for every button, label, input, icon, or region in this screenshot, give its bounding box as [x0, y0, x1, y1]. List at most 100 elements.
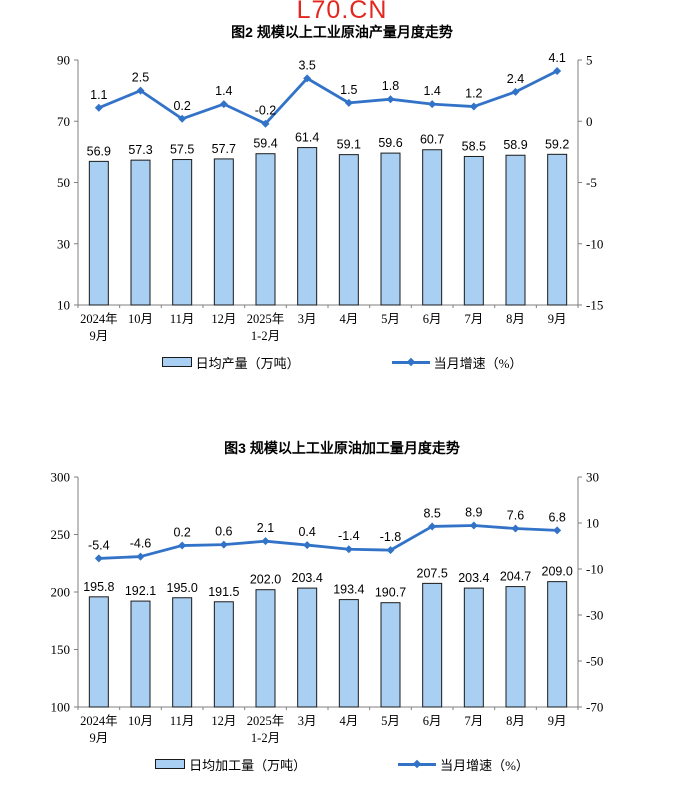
bar-value-label: 192.1	[125, 584, 156, 598]
line-point-marker	[303, 541, 312, 550]
left-axis-tick-label: 300	[51, 470, 71, 485]
line-point-marker	[178, 541, 187, 550]
figure2-legend-item-bar: 日均产量（万吨）	[161, 353, 300, 372]
x-category-label: 5月	[381, 312, 400, 326]
figure3-bar-legend-label: 日均加工量（万吨）	[189, 757, 307, 773]
line-point-marker	[261, 119, 270, 128]
x-category-label: 11月	[170, 714, 195, 728]
bar	[255, 153, 276, 306]
growth-line	[98, 524, 558, 560]
figure2-bar-legend-label: 日均产量（万吨）	[195, 355, 300, 371]
line-value-label: 0.2	[173, 526, 190, 540]
line-point-marker	[219, 100, 228, 109]
figure2-legend: 日均产量（万吨） 当月增速（%）	[0, 352, 684, 372]
figure3-legend: 日均加工量（万吨） 当月增速（%）	[0, 754, 684, 774]
line-value-label: -5.4	[88, 538, 110, 552]
x-category-label: 3月	[298, 714, 317, 728]
right-axis-tick-label: -10	[586, 236, 603, 251]
bar	[380, 602, 401, 708]
bar-value-label: 58.9	[503, 138, 527, 152]
left-axis-tick-label: 30	[57, 236, 70, 251]
bar	[297, 147, 318, 306]
x-category-label: 2025年	[247, 714, 285, 728]
x-category-label: 8月	[506, 714, 525, 728]
x-category-label: 10月	[128, 714, 153, 728]
line-point-marker	[511, 524, 520, 533]
figure3-line-legend-label: 当月增速（%）	[440, 757, 529, 773]
left-axis-tick-label: 150	[51, 642, 71, 657]
left-axis-tick-label: 10	[57, 298, 70, 313]
bar-value-label: 59.2	[545, 137, 569, 151]
bar	[255, 589, 276, 708]
x-category-label: 4月	[339, 312, 358, 326]
x-category-label: 11月	[170, 312, 195, 326]
x-category-label: 1-2月	[251, 731, 280, 745]
bar	[88, 160, 109, 306]
watermark: L70.CN	[296, 0, 388, 24]
line-value-label: 7.6	[507, 509, 524, 523]
bar	[338, 154, 359, 306]
bar	[380, 152, 401, 306]
x-category-label: 6月	[423, 312, 442, 326]
right-axis-tick-label: -15	[586, 298, 603, 313]
right-axis-tick-label: -50	[586, 654, 603, 669]
line-value-label: 1.4	[215, 84, 232, 98]
bar	[172, 159, 193, 306]
bar	[422, 582, 443, 708]
bar	[547, 581, 568, 708]
bar-value-label: 59.1	[337, 138, 361, 152]
left-axis-tick-label: 50	[57, 175, 70, 190]
line-point-marker	[428, 100, 437, 109]
line-value-label: 4.1	[548, 51, 565, 65]
line-point-marker	[553, 67, 562, 76]
bar-value-label: 61.4	[295, 131, 319, 145]
bar	[505, 586, 526, 708]
line-swatch-icon	[391, 357, 430, 367]
line-value-label: 2.5	[132, 71, 149, 85]
line-value-label: 1.8	[382, 79, 399, 93]
bar-value-label: 195.0	[167, 581, 198, 595]
line-value-label: -0.2	[255, 104, 277, 118]
line-value-label: 1.5	[340, 83, 357, 97]
bar-value-label: 58.5	[462, 139, 486, 153]
x-category-label: 4月	[339, 714, 358, 728]
x-category-label: 2025年	[247, 312, 285, 326]
line-point-marker	[136, 552, 145, 561]
bar	[172, 597, 193, 708]
bar-value-label: 203.4	[458, 571, 489, 585]
line-point-marker	[344, 545, 353, 554]
line-value-label: 8.5	[423, 506, 440, 520]
bar-value-label: 193.4	[333, 583, 364, 597]
right-axis-tick-label: -70	[586, 700, 603, 715]
growth-line	[98, 69, 558, 126]
bar	[130, 600, 151, 708]
right-axis-tick-label: -30	[586, 608, 603, 623]
figure3-title: 图3 规模以上工业原油加工量月度走势	[224, 440, 460, 456]
bar-value-label: 202.0	[250, 573, 281, 587]
line-point-marker	[344, 98, 353, 107]
bar-value-label: 59.6	[378, 136, 402, 150]
line-point-marker	[511, 87, 520, 96]
right-axis-tick-label: 5	[586, 53, 593, 68]
bar-value-label: 203.4	[292, 571, 323, 585]
left-axis-tick-label: 70	[57, 114, 70, 129]
figure2-legend-item-line: 当月增速（%）	[391, 353, 522, 372]
bar-value-label: 190.7	[375, 586, 406, 600]
bar	[338, 599, 359, 708]
line-value-label: 0.4	[298, 525, 315, 539]
x-category-label: 9月	[89, 329, 108, 343]
bar	[463, 155, 484, 306]
left-axis-tick-label: 200	[51, 585, 71, 600]
x-category-label: 2024年	[80, 312, 118, 326]
figure2-title: 图2 规模以上工业原油产量月度走势	[231, 24, 453, 40]
bar-value-label: 209.0	[542, 565, 573, 579]
x-category-label: 6月	[423, 714, 442, 728]
line-point-marker	[469, 521, 478, 530]
line-point-marker	[469, 102, 478, 111]
bar	[297, 587, 318, 708]
right-axis-tick-label: 10	[586, 516, 599, 531]
bar	[130, 159, 151, 306]
line-value-label: 1.4	[423, 84, 440, 98]
bar-swatch-icon	[161, 357, 192, 367]
line-point-marker	[386, 546, 395, 555]
